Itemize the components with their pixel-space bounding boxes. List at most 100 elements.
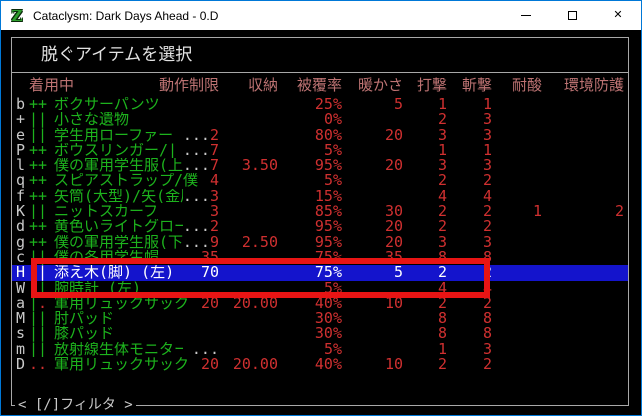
fit-indicator-icon: ++ xyxy=(29,234,48,250)
bash-value: 2 xyxy=(437,357,447,373)
fit-indicator-icon: ++ xyxy=(29,97,48,113)
acid-value xyxy=(492,296,542,311)
item-row[interactable]: D.. 軍用リュックサック 20 20.00 40% 10 2 2 xyxy=(12,357,628,372)
minimize-icon xyxy=(521,15,531,16)
encumbrance-value: 3 xyxy=(209,188,219,205)
acid-value xyxy=(492,189,542,204)
fit-indicator-icon: || xyxy=(29,127,48,143)
acid-value xyxy=(492,326,542,341)
cut-value: 2 xyxy=(482,204,492,220)
item-row[interactable]: H || 添え木(脚) (左) 70 75% 5 2 2 xyxy=(12,265,628,281)
cut-value: 8 xyxy=(482,326,492,342)
item-row[interactable]: M || 肘パッド 30% 8 8 xyxy=(12,311,628,326)
cut-value: 4 xyxy=(482,280,492,296)
item-letter: l xyxy=(16,158,26,174)
item-row[interactable]: b ++ ボクサーパンツ 25% 5 1 1 xyxy=(12,97,628,112)
env-value xyxy=(542,342,628,357)
fit-indicator-icon: .. xyxy=(29,357,48,373)
coverage-value: 85% xyxy=(314,204,342,220)
close-icon: ✕ xyxy=(613,9,623,21)
truncation-ellipsis: ... xyxy=(182,188,210,205)
env-value xyxy=(542,219,628,234)
warmth-value xyxy=(342,281,403,296)
env-value xyxy=(542,357,628,372)
encumbrance-value: 35 xyxy=(200,249,219,266)
col-header-storage: 収納 xyxy=(247,76,278,94)
acid-value xyxy=(492,97,542,112)
maximize-button[interactable] xyxy=(549,1,595,30)
fit-indicator-icon: ++ xyxy=(29,188,48,205)
env-value: 2 xyxy=(614,204,624,220)
storage-value: 2.50 xyxy=(241,234,278,250)
item-row[interactable]: s || 膝パッド 30% 8 8 xyxy=(12,326,628,341)
storage-value: 20.00 xyxy=(232,357,278,373)
coverage-value: 40% xyxy=(314,357,342,373)
acid-value xyxy=(492,128,542,143)
item-row[interactable]: + || 小さな遺物 0% 2 3 xyxy=(12,112,628,127)
storage-value xyxy=(219,311,278,326)
env-value xyxy=(542,296,628,311)
cut-value: 1 xyxy=(482,142,492,159)
separator-line xyxy=(12,72,628,73)
acid-value xyxy=(492,281,542,296)
item-name-cell: ボウスリンガー/|| ... 7 xyxy=(54,143,219,158)
acid-value xyxy=(492,265,542,280)
env-value xyxy=(542,158,628,173)
item-letter: b xyxy=(16,97,26,113)
item-list: b ++ ボクサーパンツ 25% 5 1 1 + || 小さな遺物 0% 2 3 e || 学生用ローファー … xyxy=(12,97,628,372)
item-name-cell: 肘パッド xyxy=(54,311,219,326)
item-row[interactable]: K || ニットスカーフ 3 85% 30 2 2 1 2 xyxy=(12,204,628,219)
item-row[interactable]: d ++ 黄色いライトグロー... 2 95% 20 2 2 xyxy=(12,219,628,234)
warmth-value: 10 xyxy=(384,295,403,312)
item-row[interactable]: W || 腕時計 (左) 5% 4 4 xyxy=(12,281,628,296)
close-button[interactable]: ✕ xyxy=(595,1,641,30)
env-value xyxy=(542,326,628,341)
warmth-value xyxy=(342,112,403,127)
item-row[interactable]: f ++ 矢筒(大型)/矢(金属... 3 15% 4 4 xyxy=(12,189,628,204)
col-header-acid: 耐酸 xyxy=(511,76,542,94)
item-row[interactable]: l ++ 僕の軍用学生服(上)... 7 3.50 95% 20 3 3 xyxy=(12,158,628,173)
item-letter: s xyxy=(16,326,26,342)
bash-value: 2 xyxy=(437,204,447,220)
item-row[interactable]: P ++ ボウスリンガー/|| ... 7 5% 1 1 xyxy=(12,143,628,158)
coverage-value: 5% xyxy=(323,142,342,159)
item-name-cell: 軍用リュックサック 20 xyxy=(54,296,219,311)
coverage-value: 25% xyxy=(314,97,342,113)
item-name-cell: スピアストラップ/僕 4 xyxy=(54,173,219,188)
item-letter: m xyxy=(16,341,26,358)
storage-value xyxy=(219,342,278,357)
bash-value: 2 xyxy=(437,295,447,312)
encumbrance-value: 20 xyxy=(200,357,219,373)
item-name: ボウスリンガー/|| xyxy=(54,142,174,159)
item-row[interactable]: g ++ 僕の軍用学生服(下)... 9 2.50 95% 20 3 3 xyxy=(12,235,628,250)
fit-indicator-icon: || xyxy=(29,326,48,342)
item-row[interactable]: a |. 軍用リュックサック 20 20.00 40% 10 2 2 xyxy=(12,296,628,311)
warmth-value: 20 xyxy=(384,219,403,235)
item-name: 僕の軍用学生服(上) xyxy=(54,158,183,174)
coverage-value: 5% xyxy=(323,173,342,189)
filter-hint[interactable]: < [/]フィルタ > xyxy=(15,398,136,413)
item-row[interactable]: q ++ スピアストラップ/僕 4 5% 2 2 xyxy=(12,173,628,188)
window-title: Cataclysm: Dark Days Ahead - 0.D xyxy=(33,8,219,23)
item-row[interactable]: m || 放射線生体モニター ... 5% 1 3 xyxy=(12,342,628,357)
acid-value xyxy=(492,250,542,265)
storage-value xyxy=(219,204,278,219)
bash-value: 4 xyxy=(437,188,447,205)
coverage-value: 30% xyxy=(314,311,342,327)
fit-indicator-icon: || xyxy=(29,341,48,358)
bash-value: 3 xyxy=(437,158,447,174)
item-letter: D xyxy=(16,357,26,373)
warmth-value: 35 xyxy=(384,249,403,266)
acid-value xyxy=(492,235,542,250)
item-letter: q xyxy=(16,173,26,189)
maximize-icon xyxy=(567,11,577,20)
storage-value xyxy=(219,128,278,143)
encumbrance-value: 3 xyxy=(209,204,219,220)
dialog-title: 脱ぐアイテムを選択 xyxy=(41,45,193,65)
minimize-button[interactable] xyxy=(503,1,549,30)
item-letter: + xyxy=(16,112,26,128)
bash-value: 1 xyxy=(437,97,447,113)
item-row[interactable]: e || 学生用ローファー 【... 2 80% 20 3 3 xyxy=(12,128,628,143)
truncation-ellipsis: ... xyxy=(182,219,210,235)
